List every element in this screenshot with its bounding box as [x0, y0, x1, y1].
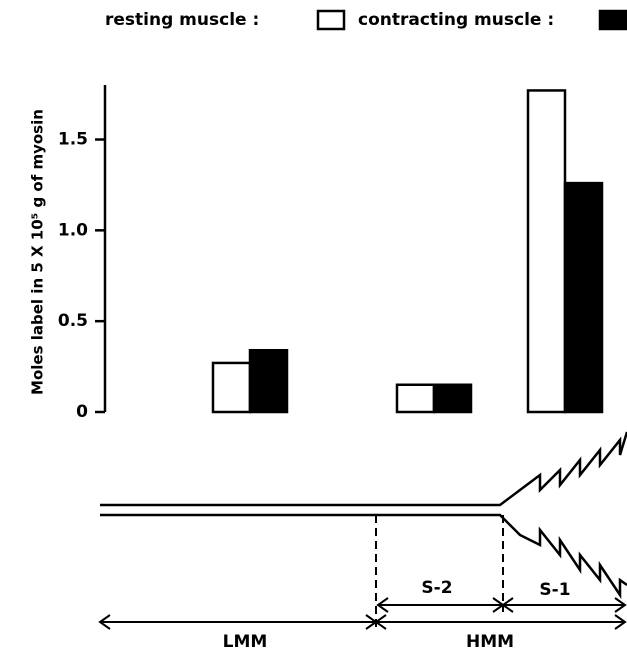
region-label: S-2 [421, 578, 452, 598]
legend-label: contracting muscle : [358, 10, 554, 30]
y-tick-label: 1.5 [58, 130, 88, 150]
arrowhead [374, 614, 387, 630]
arrowhead [614, 597, 627, 613]
legend-swatch [316, 9, 346, 31]
arrowhead [501, 597, 514, 613]
bar [563, 181, 604, 414]
bar [432, 383, 473, 414]
bar [526, 89, 567, 414]
y-tick-label: 0 [76, 402, 88, 422]
molecule-lower-strand [100, 513, 627, 600]
bar [211, 361, 252, 414]
legend-label: resting muscle : [105, 10, 259, 30]
molecule-upper-strand [100, 431, 627, 507]
y-axis-label: Moles label in 5 X 10⁵ g of myosin [29, 109, 47, 395]
region-label: LMM [223, 632, 268, 652]
arrowhead [614, 614, 627, 630]
region-label: S-1 [539, 580, 570, 600]
molecule-diagram [98, 431, 627, 630]
arrowhead [376, 597, 389, 613]
bar [248, 348, 289, 414]
arrowhead [98, 614, 111, 630]
y-tick-label: 1.0 [58, 220, 88, 240]
legend-swatch [598, 9, 627, 31]
y-tick-label: 0.5 [58, 311, 88, 331]
bar [395, 383, 436, 414]
region-label: HMM [466, 632, 514, 652]
